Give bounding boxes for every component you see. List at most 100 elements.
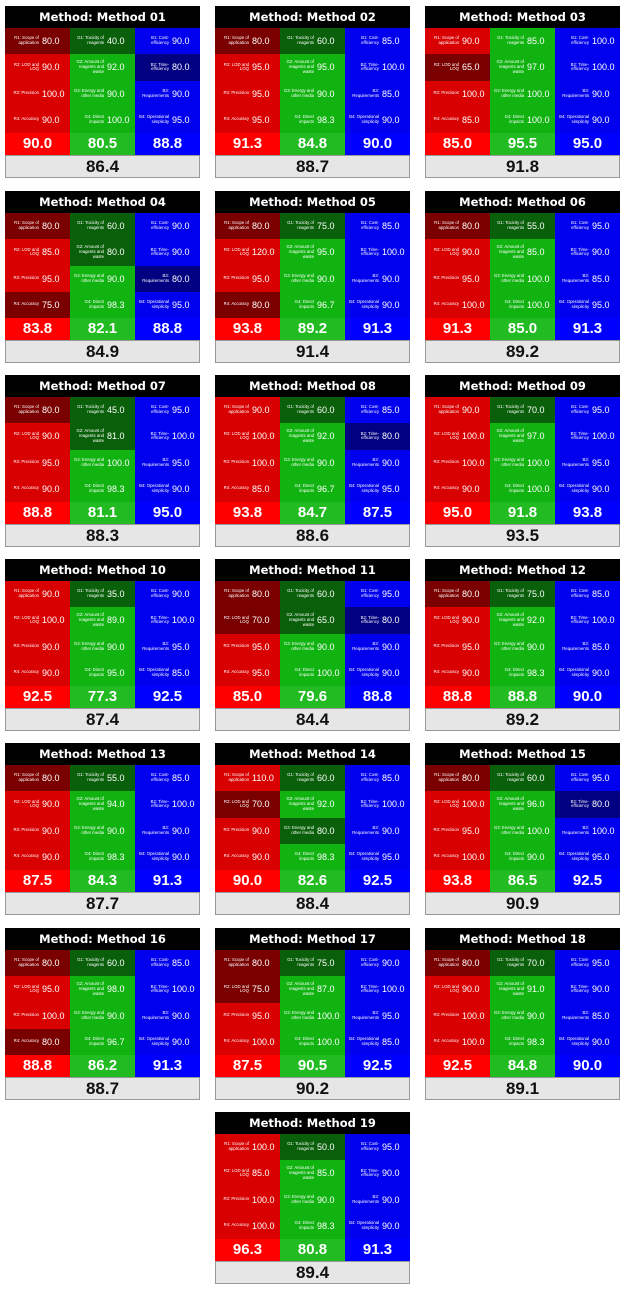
blue-total: 88.8	[135, 318, 200, 340]
criterion-label: G1: Toxicity of reagents	[497, 957, 524, 968]
criterion-cell-blue: B1: Cost-efficiency 95.0	[345, 581, 410, 608]
criterion-cell-red: R2: LOD and LOQ 85.0	[215, 1160, 280, 1187]
criterion-score: 95.0	[252, 641, 270, 652]
criterion-label: G2: Amount of reagents and waste	[496, 244, 524, 259]
green-total: 86.5	[490, 870, 555, 892]
criterion-label: R2: LOD and LOQ	[433, 798, 459, 809]
blue-total: 90.0	[345, 133, 410, 155]
criterion-label: R3: Precision	[433, 459, 459, 465]
criterion-cell-green: G4: Direct impacts 96.7	[280, 475, 345, 502]
criterion-score: 65.0	[462, 62, 480, 73]
method-title: Method: Method 16	[5, 928, 200, 950]
criterion-score: 90.0	[172, 1010, 190, 1021]
blue-total: 93.8	[555, 502, 620, 524]
method-card: Method: Method 15 R1: Scope of applicatio…	[425, 743, 620, 915]
color-totals: 93.8 86.5 92.5	[425, 870, 620, 892]
criterion-score: 85.0	[172, 773, 190, 784]
criterion-score: 96.7	[317, 299, 335, 310]
criterion-cell-blue: B3: Requirements 90.0	[345, 817, 410, 844]
criterion-cell-blue: B1: Cost-efficiency 85.0	[345, 765, 410, 792]
criteria-grid: R1: Scope of application 90.0 G1: Toxicity…	[425, 28, 620, 133]
criterion-score: 60.0	[317, 36, 335, 47]
method-card: Method: Method 04 R1: Scope of applicatio…	[5, 191, 200, 363]
criterion-cell-red: R1: Scope of application 80.0	[215, 950, 280, 977]
method-title: Method: Method 14	[215, 743, 410, 765]
criteria-grid: R1: Scope of application 80.0 G1: Toxicity…	[5, 950, 200, 1055]
color-totals: 92.5 84.8 90.0	[425, 1055, 620, 1077]
criterion-label: G4: Direct impacts	[504, 1036, 524, 1046]
color-totals: 92.5 77.3 92.5	[5, 686, 200, 708]
criterion-cell-green: G4: Direct impacts 100.0	[490, 291, 555, 318]
criterion-label: R1: Scope of application	[434, 35, 459, 46]
criterion-score: 95.0	[317, 247, 335, 258]
criterion-cell-green: G3: Energy and other media 90.0	[280, 633, 345, 660]
criterion-score: 85.0	[382, 88, 400, 99]
criterion-label: R3: Precision	[223, 1196, 249, 1202]
criterion-label: B4: Operational simplicity	[349, 1220, 379, 1230]
criterion-score: 90.0	[527, 641, 545, 652]
criterion-label: B1: Cost-efficiency	[361, 1141, 379, 1152]
criterion-label: G1: Toxicity of reagents	[77, 404, 104, 415]
criterion-score: 60.0	[107, 221, 125, 232]
criterion-cell-red: R3: Precision 100.0	[425, 80, 490, 107]
criterion-cell-red: R2: LOD and LOQ 100.0	[215, 423, 280, 450]
criterion-cell-blue: B4: Operational simplicity 90.0	[345, 291, 410, 318]
criterion-label: R4: Accuracy	[223, 301, 249, 307]
criterion-score: 98.3	[107, 851, 125, 862]
criterion-label: R4: Accuracy	[223, 669, 249, 675]
criterion-cell-blue: B2: Time-efficiency 90.0	[555, 976, 620, 1003]
criterion-score: 75.0	[42, 299, 60, 310]
criterion-score: 95.0	[172, 641, 190, 652]
criterion-label: B3: Requirements	[352, 87, 379, 98]
criterion-label: R1: Scope of application	[14, 957, 39, 968]
criterion-label: R1: Scope of application	[224, 404, 249, 415]
criterion-cell-green: G2: Amount of reagents and waste 98.0	[70, 976, 135, 1003]
criterion-label: G4: Direct impacts	[294, 299, 314, 309]
criterion-cell-green: G3: Energy and other media 90.0	[70, 633, 135, 660]
criterion-label: R1: Scope of application	[14, 220, 39, 231]
criterion-cell-green: G2: Amount of reagents and waste 95.0	[280, 239, 345, 266]
green-total: 90.5	[280, 1055, 345, 1077]
method-card: Method: Method 06 R1: Scope of applicatio…	[425, 191, 620, 363]
criterion-cell-blue: B1: Cost-efficiency 90.0	[135, 581, 200, 608]
criterion-cell-blue: B3: Requirements 95.0	[555, 449, 620, 476]
criterion-cell-red: R3: Precision 95.0	[5, 265, 70, 292]
criterion-score: 85.0	[592, 1010, 610, 1021]
criterion-cell-green: G1: Toxicity of reagents 60.0	[280, 581, 345, 608]
criterion-score: 90.0	[42, 667, 60, 678]
criterion-score: 85.0	[252, 1168, 270, 1179]
criterion-cell-blue: B1: Cost-efficiency 90.0	[135, 213, 200, 240]
criterion-label: G1: Toxicity of reagents	[497, 772, 524, 783]
method-title: Method: Method 11	[215, 559, 410, 581]
criteria-grid: R1: Scope of application 80.0 G1: Toxicity…	[425, 765, 620, 870]
criterion-label: R2: LOD and LOQ	[13, 798, 39, 809]
criterion-label: B3: Requirements	[562, 1009, 589, 1020]
blue-total: 91.3	[345, 318, 410, 340]
criterion-score: 110.0	[252, 773, 274, 784]
criterion-cell-red: R4: Accuracy 90.0	[5, 659, 70, 686]
criterion-label: R4: Accuracy	[433, 116, 459, 122]
criterion-label: G4: Direct impacts	[504, 483, 524, 493]
criterion-score: 65.0	[317, 615, 335, 626]
criterion-label: G3: Energy and other media	[283, 87, 314, 98]
red-total: 95.0	[425, 502, 490, 524]
criterion-score: 100.0	[462, 799, 485, 810]
blue-total: 90.0	[555, 686, 620, 708]
criterion-label: R4: Accuracy	[13, 669, 39, 675]
criterion-score: 80.0	[252, 589, 270, 600]
criterion-score: 90.0	[42, 589, 60, 600]
criterion-cell-red: R2: LOD and LOQ 70.0	[215, 791, 280, 818]
overall-score: 86.4	[5, 155, 200, 178]
red-total: 93.8	[215, 502, 280, 524]
criterion-label: B1: Cost-efficiency	[571, 588, 589, 599]
criterion-cell-red: R3: Precision 100.0	[425, 1002, 490, 1029]
criterion-score: 92.0	[527, 615, 545, 626]
green-total: 85.0	[490, 318, 555, 340]
criterion-cell-red: R4: Accuracy 80.0	[215, 291, 280, 318]
criterion-score: 90.0	[592, 984, 610, 995]
criterion-label: R2: LOD and LOQ	[13, 246, 39, 257]
criterion-score: 75.0	[317, 221, 335, 232]
criterion-label: G2: Amount of reagents and waste	[286, 1165, 314, 1180]
criterion-score: 100.0	[527, 273, 550, 284]
criteria-grid: R1: Scope of application 80.0 G1: Toxicity…	[5, 28, 200, 133]
